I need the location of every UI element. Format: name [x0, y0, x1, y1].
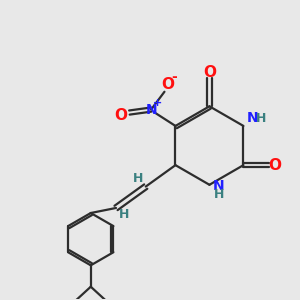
Text: N: N	[247, 112, 259, 125]
Text: -: -	[171, 70, 177, 84]
Text: N: N	[213, 179, 225, 193]
Text: H: H	[256, 112, 266, 125]
Text: N: N	[145, 103, 157, 117]
Text: H: H	[214, 188, 224, 201]
Text: O: O	[114, 108, 127, 123]
Text: H: H	[133, 172, 143, 185]
Text: +: +	[153, 98, 162, 108]
Text: H: H	[119, 208, 130, 221]
Text: O: O	[203, 65, 216, 80]
Text: O: O	[268, 158, 281, 173]
Text: O: O	[161, 77, 174, 92]
